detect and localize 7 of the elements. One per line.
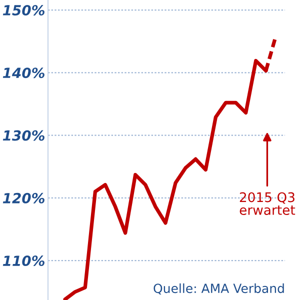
y-tick-label: 150% (2, 4, 44, 16)
annotation: Quelle: AMA Verband (154, 283, 284, 295)
y-tick-label: 110% (2, 256, 44, 266)
y-tick-label: 140% (2, 68, 44, 78)
y-tick-label: 120% (2, 192, 44, 204)
annotation: 2015 Q3 erwartet (240, 192, 296, 215)
y-tick-label: 130% (2, 130, 44, 141)
